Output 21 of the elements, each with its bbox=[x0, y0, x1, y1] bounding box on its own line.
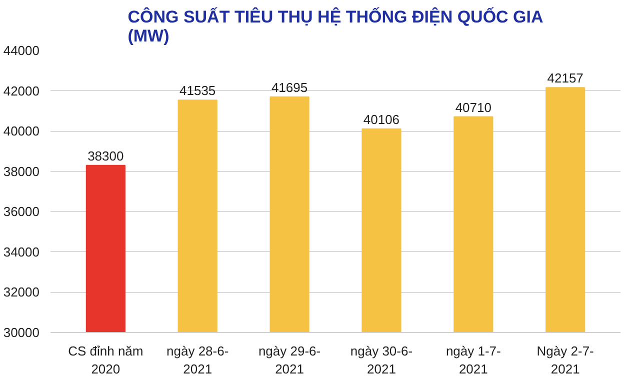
y-tick-label: 44000 bbox=[3, 43, 40, 58]
data-label: 41535 bbox=[180, 83, 216, 98]
x-tick-label: ngày 28-6- 2021 bbox=[166, 344, 229, 376]
y-tick-label: 40000 bbox=[3, 124, 40, 139]
data-label: 42157 bbox=[547, 70, 584, 86]
data-label: 38300 bbox=[88, 148, 124, 164]
x-tick-label: CS đỉnh năm 2020 bbox=[68, 344, 144, 376]
y-tick-label: 32000 bbox=[3, 284, 40, 300]
x-tick-label: ngày 1-7- 2021 bbox=[446, 344, 501, 376]
y-tick-label: 30000 bbox=[3, 325, 40, 340]
y-tick-label: 38000 bbox=[3, 164, 40, 179]
data-label: 41695 bbox=[271, 80, 308, 95]
y-tick-label: 36000 bbox=[3, 204, 40, 220]
y-tick-label: 34000 bbox=[3, 244, 40, 260]
chart-title: CÔNG SUẤT TIÊU THỤ HỆ THỐNG ĐIỆN QUỐC GIA (MW) bbox=[128, 6, 544, 46]
data-label: 40106 bbox=[363, 112, 400, 127]
y-tick-label: 42000 bbox=[3, 83, 40, 98]
x-tick-label: ngày 29-6- 2021 bbox=[258, 344, 321, 376]
x-tick-label: ngày 30-6- 2021 bbox=[350, 344, 413, 376]
x-tick-label: Ngày 2-7- 2021 bbox=[536, 344, 594, 376]
data-label: 40710 bbox=[455, 100, 492, 115]
